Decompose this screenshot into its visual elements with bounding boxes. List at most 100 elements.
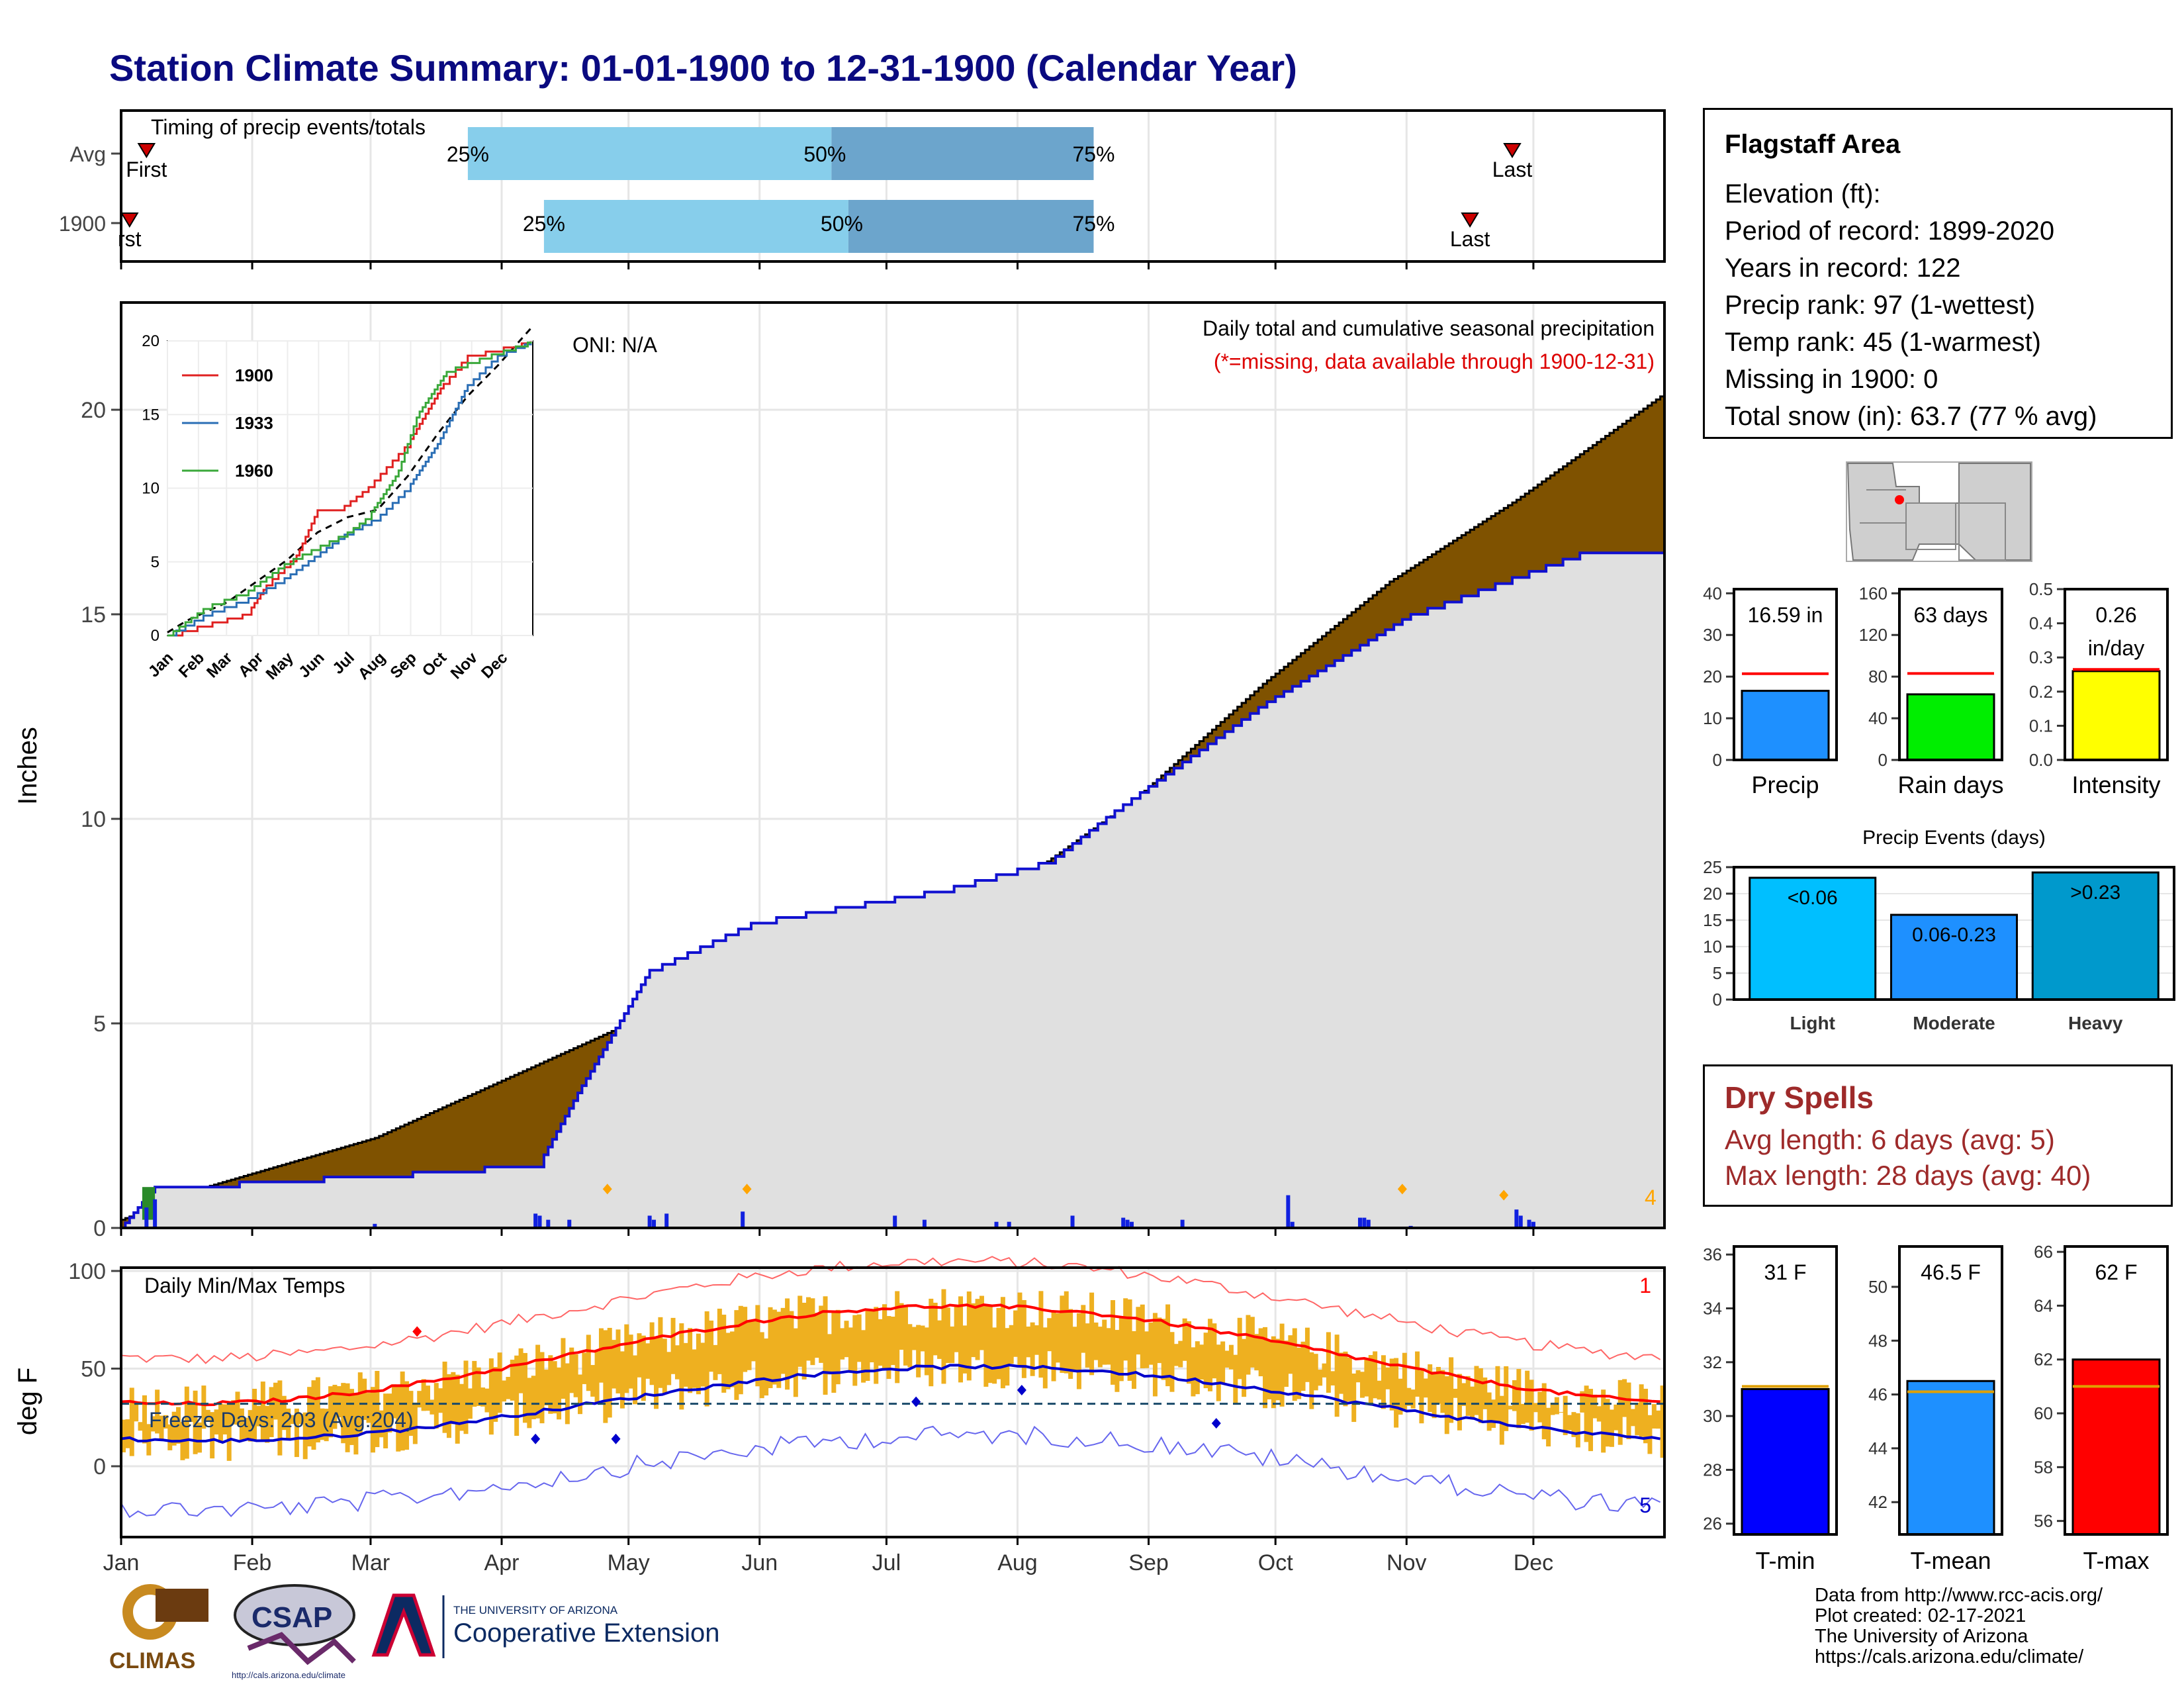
daily-temp-bar <box>412 1402 418 1444</box>
daily-temp-bar <box>975 1299 980 1360</box>
daily-temp-bar <box>1504 1366 1509 1431</box>
daily-temp-bar <box>1026 1326 1031 1358</box>
dry-spells-avg: Avg length: 6 days (avg: 5) <box>1725 1124 2055 1155</box>
extreme-precip-marker <box>742 1184 752 1195</box>
temp-record-marker <box>1017 1384 1026 1395</box>
daily-temp-bar <box>1064 1291 1069 1374</box>
month-label: Apr <box>484 1550 520 1575</box>
daily-temp-bar <box>1000 1297 1005 1389</box>
daily-temp-bar <box>1449 1357 1454 1423</box>
events-ytick-label: 5 <box>1713 963 1722 983</box>
tstat-ytick-label: 28 <box>1703 1460 1722 1479</box>
tstat-value-bar <box>1906 1380 1995 1536</box>
daily-temp-bar <box>869 1309 874 1363</box>
daily-temp-bar <box>1605 1399 1610 1447</box>
last-event-marker <box>1461 212 1479 228</box>
month-label: Jun <box>741 1550 778 1575</box>
daily-temp-bar <box>929 1298 934 1387</box>
daily-temp-bar <box>1203 1333 1208 1389</box>
daily-temp-bar <box>1178 1340 1183 1368</box>
events-frame <box>1733 866 2175 1001</box>
daily-temp-bar <box>1326 1332 1331 1393</box>
month-label: May <box>608 1550 650 1575</box>
daily-temp-bar <box>277 1380 283 1456</box>
daily-temp-bar <box>692 1349 697 1388</box>
daily-temp-bar <box>1584 1385 1589 1442</box>
dry-spells-title: Dry Spells <box>1725 1080 1874 1115</box>
daily-precip-bar <box>1121 1217 1126 1228</box>
daily-temp-bar <box>1453 1388 1458 1398</box>
station-period: Period of record: 1899-2020 <box>1725 216 2055 246</box>
daily-temp-bar <box>256 1405 261 1427</box>
precip-ytick-label: 0 <box>93 1216 106 1241</box>
daily-temp-bar <box>210 1412 215 1459</box>
daily-temp-bar <box>1279 1323 1285 1407</box>
daily-temp-bar <box>184 1386 189 1459</box>
precip-events-panel: Precip Events (days) 0 5 10 15 20 25 <0.06 Light… <box>1703 827 2175 1033</box>
station-total-snow: Total snow (in): 63.7 (77 % avg) <box>1725 402 2097 431</box>
daily-temp-bar <box>569 1347 574 1393</box>
daily-temp-bar <box>1140 1304 1145 1369</box>
tstat-value-bar <box>2071 1358 2161 1536</box>
daily-temp-bar <box>1136 1307 1141 1355</box>
footer-university: The University of Arizona <box>1815 1626 2028 1647</box>
stat-frame <box>2064 588 2169 761</box>
daily-temp-bar <box>1191 1347 1196 1397</box>
daily-temp-bar <box>1398 1378 1403 1415</box>
daily-temp-bar <box>252 1388 257 1441</box>
daily-temp-bar <box>1495 1366 1500 1423</box>
daily-temp-bar <box>320 1408 325 1440</box>
daily-temp-bar <box>142 1395 147 1444</box>
daily-temp-bar <box>654 1337 659 1409</box>
daily-temp-bar <box>764 1338 769 1396</box>
daily-temp-bar <box>488 1358 494 1435</box>
daily-precip-bar <box>1286 1195 1291 1228</box>
daily-temp-bar <box>789 1311 794 1378</box>
daily-temp-bar <box>1465 1376 1471 1416</box>
daily-temp-bar <box>1359 1372 1365 1398</box>
daily-temp-bar <box>958 1296 964 1383</box>
daily-temp-bar <box>506 1376 511 1399</box>
daily-temp-bar <box>1444 1376 1449 1434</box>
events-category-label: Heavy <box>2068 1013 2123 1033</box>
daily-temp-bar <box>1072 1327 1077 1372</box>
month-label: Feb <box>233 1550 272 1575</box>
events-ytick-label: 0 <box>1713 990 1722 1009</box>
month-label: Nov <box>1387 1550 1426 1575</box>
daily-temp-bar <box>679 1323 684 1410</box>
events-ytick-label: 15 <box>1703 910 1722 930</box>
extreme-precip-marker <box>1397 1184 1407 1195</box>
daily-temp-bar <box>1474 1366 1479 1415</box>
daily-temp-bar <box>874 1307 879 1384</box>
daily-temp-bar <box>269 1387 274 1438</box>
daily-temp-bar <box>1228 1344 1234 1370</box>
normal-tmax-line <box>120 1303 1661 1407</box>
daily-temp-bar <box>797 1295 803 1367</box>
daily-temp-bar <box>1559 1412 1564 1413</box>
daily-temp-bar <box>827 1334 832 1375</box>
daily-temp-bar <box>831 1312 837 1393</box>
daily-temp-bar <box>721 1315 727 1393</box>
tstat-value-label: 31 F <box>1764 1260 1806 1284</box>
precip-ylabel: Inches <box>13 727 42 805</box>
daily-temp-bar <box>176 1407 181 1444</box>
station-precip-rank: Precip rank: 97 (1-wettest) <box>1725 291 2036 320</box>
daily-temp-bar <box>1580 1391 1585 1413</box>
daily-precip-bar <box>537 1215 542 1228</box>
daily-temp-bar <box>658 1317 663 1388</box>
daily-temp-bar <box>476 1367 481 1406</box>
daily-temp-bar <box>201 1385 206 1429</box>
daily-temp-bar <box>290 1415 295 1425</box>
csap-logo: CSAP http://cals.arizona.edu/climate <box>232 1584 356 1680</box>
daily-temp-bar <box>159 1415 164 1441</box>
temp-ytick-label: 50 <box>81 1357 106 1382</box>
daily-temp-bar <box>518 1348 523 1393</box>
daily-temp-bar <box>1216 1344 1221 1401</box>
temp-panel-title: Daily Min/Max Temps <box>144 1274 345 1297</box>
daily-temp-bar <box>557 1367 562 1420</box>
events-ytick-label: 10 <box>1703 937 1722 957</box>
stat-frame <box>1733 588 1838 761</box>
station-elevation: Elevation (ft): <box>1725 179 1881 209</box>
daily-temp-bar <box>793 1328 798 1397</box>
daily-temp-bar <box>1343 1351 1348 1407</box>
